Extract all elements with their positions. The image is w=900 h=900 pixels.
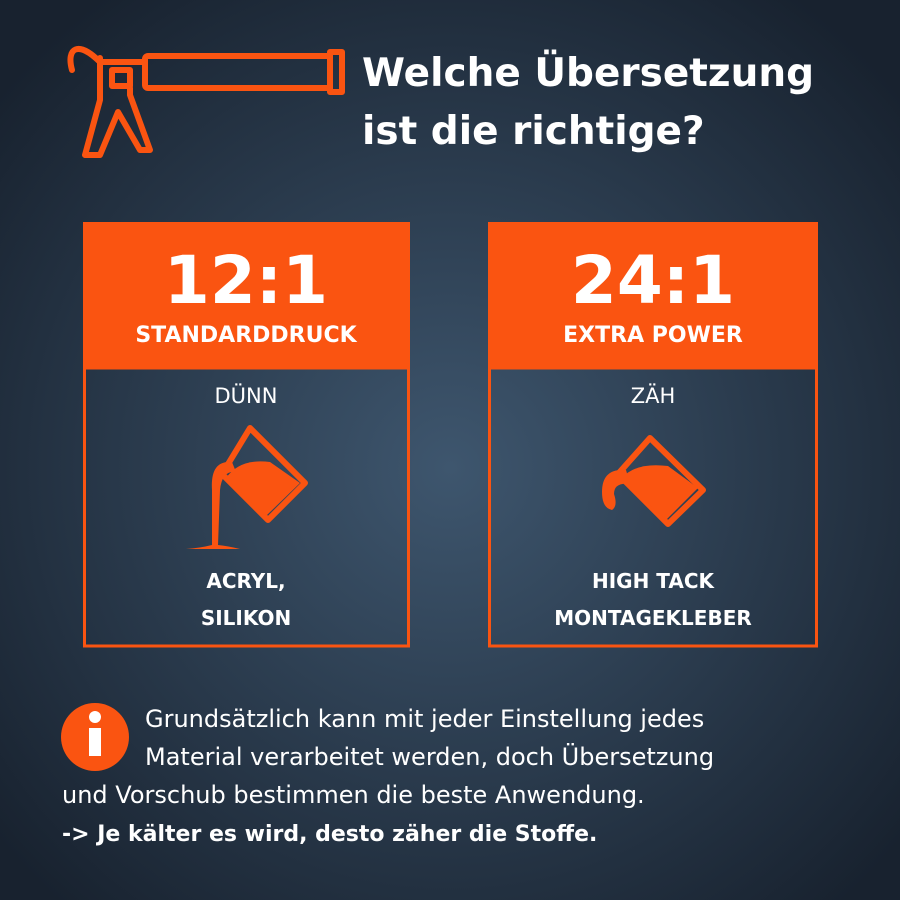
card-body — [488, 366, 818, 648]
consistency: ZÄH — [631, 383, 676, 408]
caulk-gun-icon — [67, 46, 345, 158]
card-header — [83, 222, 410, 368]
title-line: Welche Übersetzung — [362, 49, 814, 96]
pour-thin-icon — [186, 425, 308, 549]
material: ACRYL, — [206, 569, 285, 593]
card-label: EXTRA POWER — [563, 323, 743, 348]
ratio: 24:1 — [571, 242, 735, 319]
info-icon — [61, 703, 129, 771]
info-line: Material verarbeitet werden, doch Überse… — [145, 742, 714, 771]
ratio: 12:1 — [164, 242, 328, 319]
pour-thick-icon — [602, 435, 706, 527]
material: MONTAGEKLEBER — [554, 606, 752, 630]
info-line: Grundsätzlich kann mit jeder Einstellung… — [145, 705, 704, 733]
card-body — [83, 366, 410, 648]
material: HIGH TACK — [592, 569, 716, 593]
info-line: und Vorschub bestimmen die beste Anwendu… — [62, 781, 645, 809]
info-note: -> Je kälter es wird, desto zäher die St… — [62, 822, 597, 847]
card-label: STANDARDDRUCK — [135, 323, 357, 348]
title-line: ist die richtige? — [362, 109, 705, 154]
consistency: DÜNN — [215, 383, 278, 408]
material: SILIKON — [201, 606, 291, 630]
card-header — [488, 222, 818, 368]
